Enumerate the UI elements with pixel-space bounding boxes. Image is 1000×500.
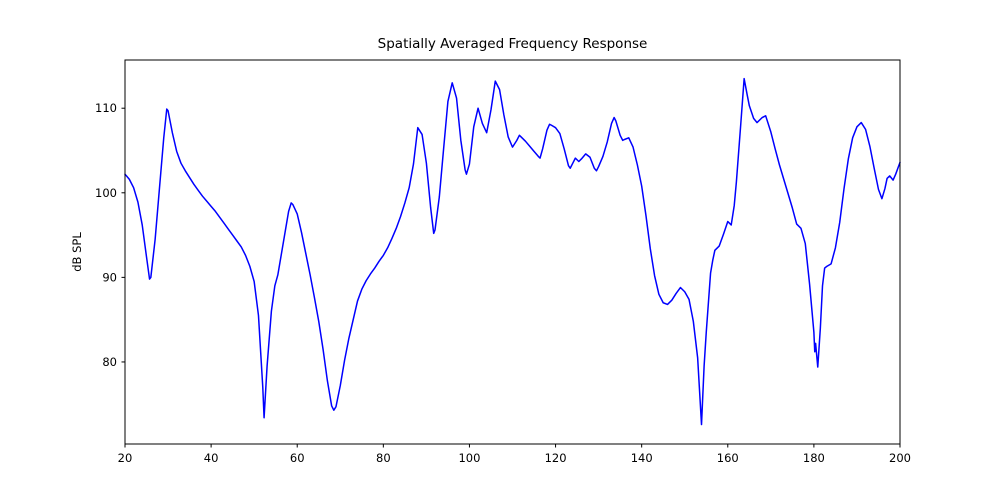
x-tick-label: 140 bbox=[631, 451, 653, 465]
axes-frame bbox=[124, 59, 901, 445]
y-tick-label: 100 bbox=[95, 186, 117, 200]
y-tick-label: 90 bbox=[102, 270, 117, 284]
x-tick-label: 100 bbox=[458, 451, 480, 465]
x-tick-label: 60 bbox=[290, 451, 305, 465]
x-tick-label: 80 bbox=[376, 451, 391, 465]
x-tick-label: 160 bbox=[717, 451, 739, 465]
x-tick-label: 120 bbox=[545, 451, 567, 465]
x-tick-label: 20 bbox=[118, 451, 133, 465]
x-tick-label: 40 bbox=[204, 451, 219, 465]
x-tick-label: 200 bbox=[889, 451, 911, 465]
chart-title: Spatially Averaged Frequency Response bbox=[377, 36, 648, 52]
response-curve bbox=[124, 77, 901, 426]
x-tick-label: 180 bbox=[803, 451, 825, 465]
y-tick-label: 110 bbox=[95, 101, 117, 115]
axis-ticks: 20 40 60 80 100 120 140 160 180 200 80 90 100 110 bbox=[95, 101, 911, 465]
response-curve-group bbox=[124, 77, 901, 426]
y-tick-label: 80 bbox=[102, 355, 117, 369]
